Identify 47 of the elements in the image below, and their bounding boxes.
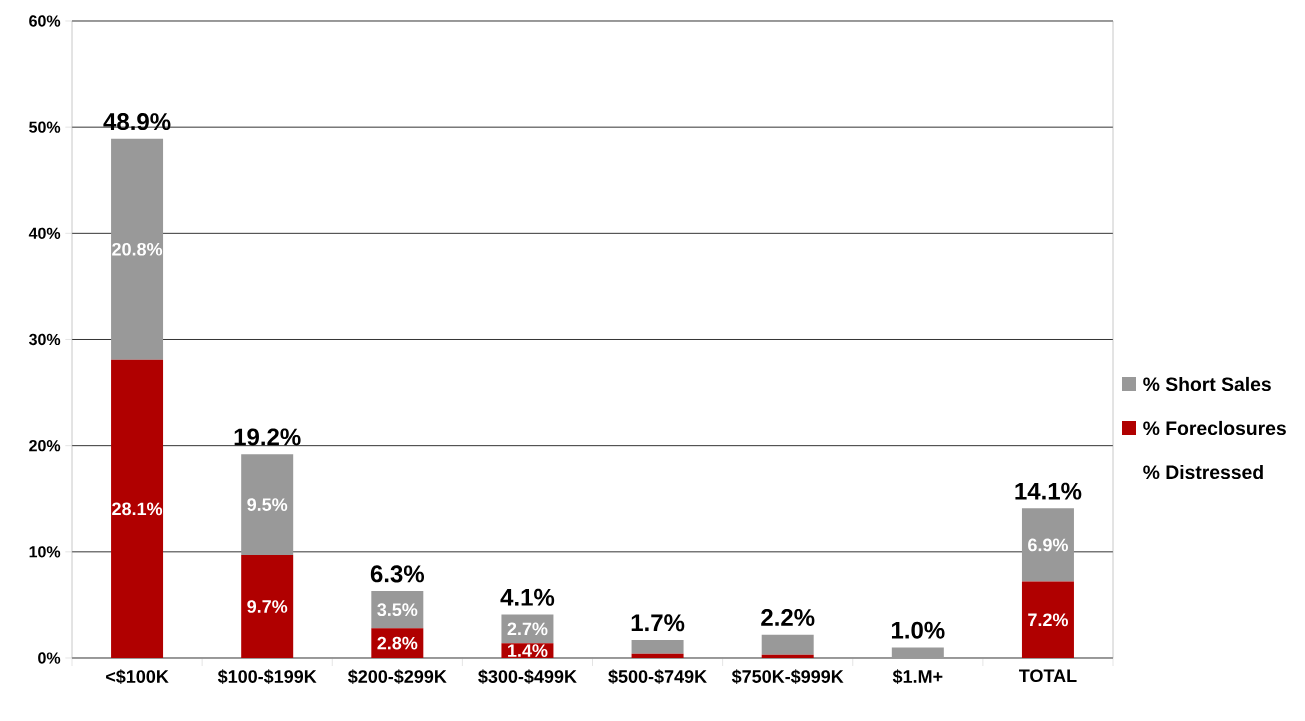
total-label: 14.1% bbox=[1015, 482, 1082, 500]
bar bbox=[1021, 508, 1074, 582]
bar bbox=[631, 639, 684, 654]
data-label: 2.8% bbox=[377, 636, 418, 650]
bar bbox=[631, 653, 684, 658]
x-tick-label: $500-$749K bbox=[608, 669, 707, 685]
bar bbox=[241, 454, 294, 556]
data-label: 9.7% bbox=[247, 600, 288, 613]
bar bbox=[111, 138, 164, 360]
x-tick-label: <$100K bbox=[106, 669, 169, 685]
bar bbox=[241, 555, 294, 658]
legend-label: % Short Sales bbox=[1143, 376, 1271, 392]
data-label: 28.1% bbox=[112, 502, 163, 516]
bar bbox=[111, 359, 164, 658]
total-label: 48.9% bbox=[103, 113, 171, 131]
data-label: 9.5% bbox=[247, 498, 288, 511]
x-tick-label: $750K-$999K bbox=[731, 669, 844, 685]
total-label: 19.2% bbox=[234, 428, 301, 446]
y-tick-label: 10% bbox=[29, 546, 61, 558]
data-label: 20.8% bbox=[112, 242, 163, 256]
x-tick-label: $100-$199K bbox=[217, 669, 317, 685]
total-label: 2.2% bbox=[761, 608, 815, 626]
x-tick-label: $300-$499K bbox=[478, 669, 577, 685]
y-tick-label: 60% bbox=[29, 15, 61, 27]
x-tick-label: TOTAL bbox=[1019, 669, 1077, 683]
data-label: 7.2% bbox=[1028, 613, 1068, 627]
bar bbox=[1021, 581, 1074, 658]
data-label: 2.7% bbox=[507, 622, 548, 636]
total-label: 4.1% bbox=[500, 588, 555, 606]
data-label: 3.5% bbox=[377, 603, 418, 617]
total-label: 1.0% bbox=[891, 621, 945, 639]
y-tick-label: 30% bbox=[28, 333, 61, 346]
bar bbox=[891, 647, 944, 658]
y-tick-label: 0% bbox=[38, 652, 61, 664]
x-tick-label: $200-$299K bbox=[348, 669, 447, 685]
y-tick-label: 50% bbox=[29, 121, 61, 133]
bar bbox=[761, 634, 814, 655]
bar bbox=[761, 654, 814, 658]
legend-label: % Foreclosures bbox=[1143, 420, 1286, 436]
data-label: 6.9% bbox=[1028, 538, 1068, 552]
text: % Distressed bbox=[1143, 464, 1263, 480]
y-tick-label: 20% bbox=[29, 440, 61, 452]
data-label: 1.4% bbox=[508, 644, 548, 657]
y-tick-label: 40% bbox=[28, 227, 61, 239]
x-tick-label: $1.M+ bbox=[892, 669, 943, 685]
total-label: 6.3% bbox=[370, 565, 425, 583]
total-label: 1.7% bbox=[631, 614, 685, 632]
